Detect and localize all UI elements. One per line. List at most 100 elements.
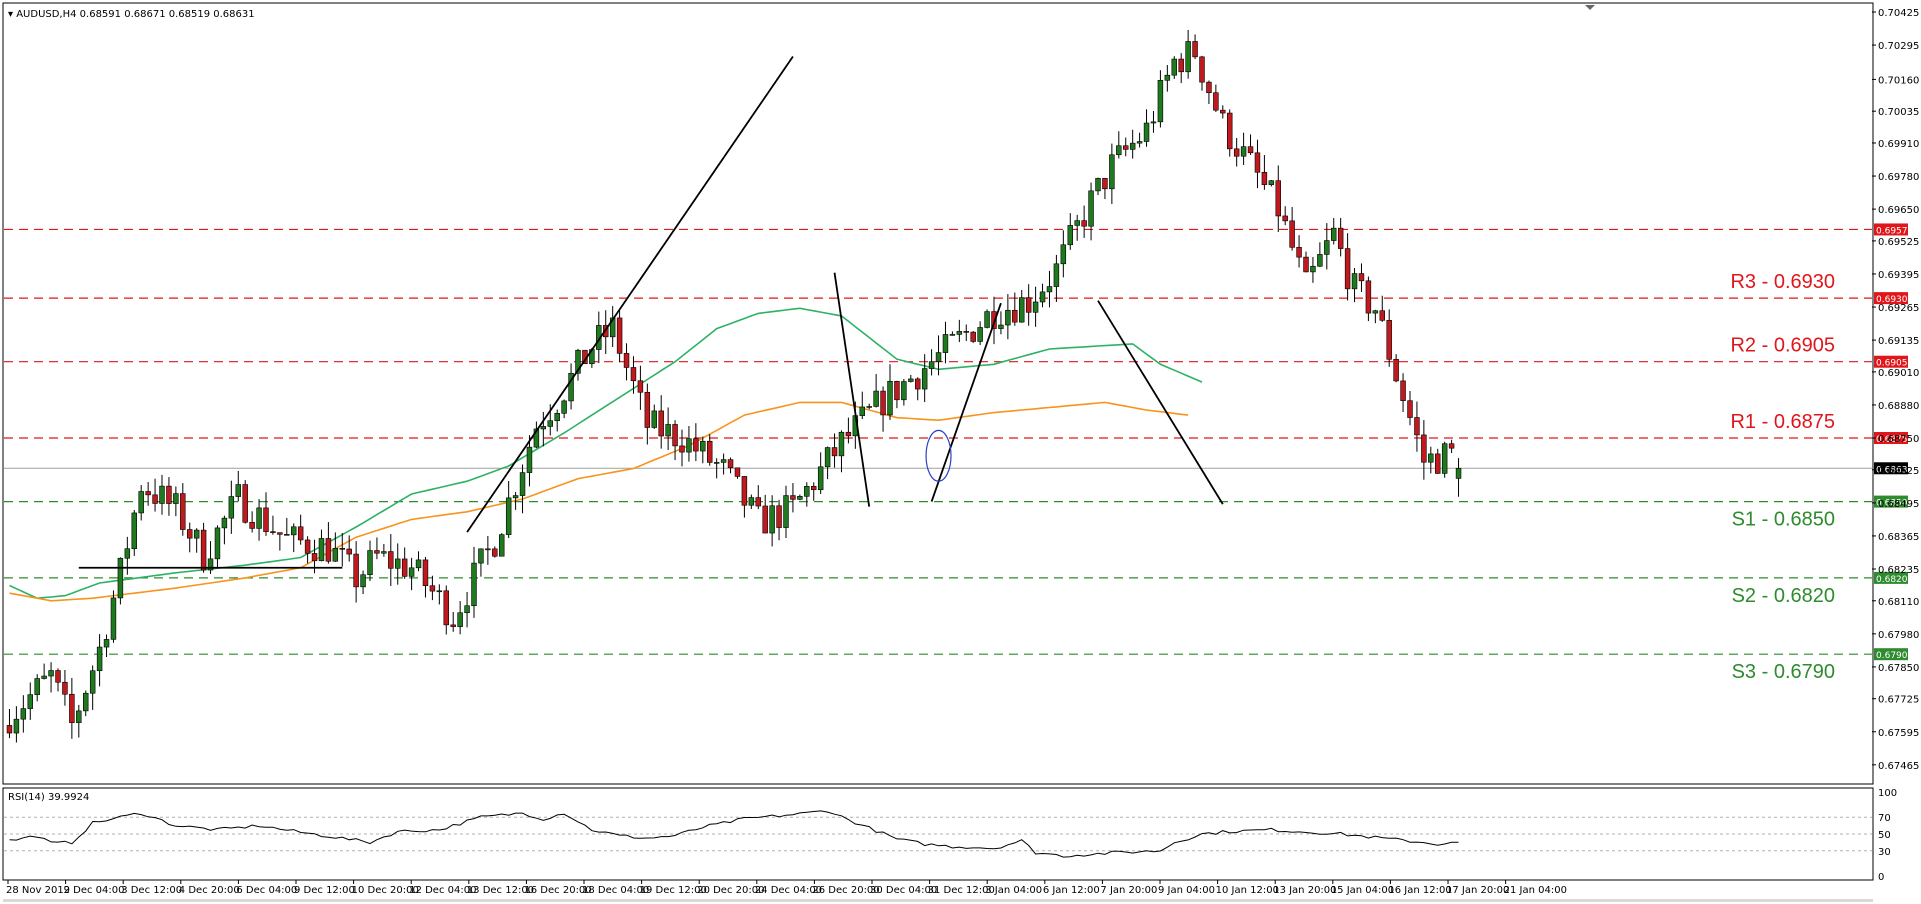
horizontal-scrollbar[interactable] [3,899,1873,902]
y-tick-label: 0.68235 [1878,565,1919,576]
candle-body [998,324,1004,329]
ma-long-line [9,401,1189,602]
candle [1310,257,1316,283]
candle [665,407,671,450]
x-tick-label: 2 Dec 04:00 [64,885,125,896]
candle-body [935,352,942,362]
candle-body [991,311,997,329]
candle-body [374,550,380,554]
candle-body [69,693,75,723]
candle-body [1129,142,1136,150]
candle [1178,53,1184,84]
collapse-arrow-icon[interactable]: ▾ [8,9,16,20]
candle-body [443,590,449,626]
candle-body [811,485,817,491]
candle [741,476,748,518]
candle [1407,391,1413,426]
candle [693,423,699,462]
candle [1025,284,1032,326]
candle-body [27,694,33,709]
candle [96,634,103,687]
candle [1060,230,1067,278]
rsi-panel [2,787,1874,881]
candle [1157,70,1164,128]
y-tick-label: 0.68625 [1878,466,1919,477]
candle [811,482,817,501]
candle-body [1199,56,1205,83]
candle [935,335,942,376]
candle-body [270,531,276,533]
candle [963,324,969,341]
candle-body [277,532,283,535]
x-tick-label: 19 Dec 12:00 [640,885,707,896]
y-tick-label: 0.69780 [1878,172,1919,183]
candle [700,436,706,464]
candle-body [949,334,956,336]
candle [1220,105,1226,119]
candle [970,330,976,343]
candle-body [1150,121,1157,124]
candle-body [1095,178,1101,192]
candle [1317,242,1323,268]
candle-body [1240,146,1247,157]
candle [949,331,956,336]
candle [325,522,332,564]
level-tag-6: 0.69570 [1876,226,1913,236]
level-tag-bg-3 [1874,495,1908,508]
candle-body [748,497,755,506]
candle-body [970,331,976,342]
candle-body [1386,320,1392,360]
candle-body [207,558,214,571]
candle-body [533,428,540,448]
candle [1074,214,1080,241]
candle-body [845,431,852,437]
candle [1254,139,1261,189]
candle [1351,268,1358,303]
candle-body [55,670,61,683]
candle-body [89,670,96,694]
rsi-line [9,810,1459,858]
candle [561,399,567,419]
candle-body [1143,122,1150,142]
candle-body [242,484,248,523]
x-tick-label: 21 Jan 04:00 [1504,885,1567,896]
candle-body [367,550,373,576]
candle [908,374,914,383]
level-label-4: S2 - 0.6820 [1732,585,1835,607]
y-tick-label: 0.69910 [1878,139,1919,150]
candle-body [1178,58,1184,73]
candle-body [1227,112,1233,150]
candle [401,547,408,579]
candle [235,470,241,502]
candle-body [388,551,394,569]
candle-body [401,558,408,577]
candle-body [1337,227,1344,249]
candle [554,409,560,432]
scroll-marker-icon[interactable] [1585,5,1595,10]
candle-body [1358,273,1365,282]
candle [1365,276,1372,322]
x-tick-label: 16 Jan 12:00 [1388,885,1451,896]
candle [443,585,449,635]
candle [1136,132,1143,148]
candle-body [6,725,13,734]
candle [360,570,366,595]
y-tick-label: 0.68110 [1878,597,1919,608]
candle [1372,309,1379,324]
candle-body [963,331,969,333]
candle-body [623,353,630,368]
y-tick-label: 0.67850 [1878,663,1919,674]
candle-body [1233,148,1240,157]
candle [734,467,741,479]
candle [817,452,824,495]
candle-body [131,512,137,549]
candle-body [880,390,886,416]
candle-body [346,548,352,555]
candle [505,481,512,539]
candle-body [797,496,803,500]
candle-body [13,718,20,734]
candle-body [297,526,304,541]
level-tag-5: 0.67900 [1876,651,1913,661]
candle-body [193,529,200,539]
candle-body [1448,443,1455,449]
